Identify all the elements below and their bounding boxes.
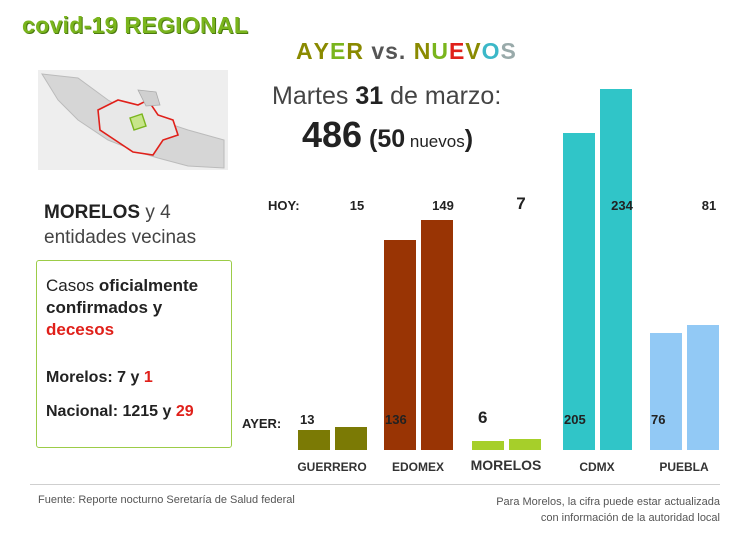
cases-bold: oficialmente confirmados y bbox=[46, 276, 199, 317]
bar-ayer-guerrero bbox=[297, 429, 330, 450]
hoy-label: HOY: bbox=[268, 198, 300, 213]
region-text2: entidades vecinas bbox=[44, 227, 197, 248]
paren-open: ( bbox=[362, 125, 378, 153]
subtitle-letter: . bbox=[398, 38, 407, 64]
mexico-map-icon bbox=[38, 70, 228, 170]
region-state: MORELOS bbox=[44, 202, 141, 223]
morelos-label: Morelos: 7 y bbox=[46, 369, 144, 386]
category-label-cdmx: CDMX bbox=[579, 460, 615, 474]
bar-ayer-edomex bbox=[383, 239, 416, 450]
bar-hoy-cdmx bbox=[599, 88, 632, 450]
category-label-puebla: PUEBLA bbox=[659, 460, 709, 474]
subtitle: AYER vs. NUEVOS bbox=[296, 38, 517, 65]
subtitle-letter: A bbox=[296, 38, 314, 64]
new-cases-label: nuevos bbox=[405, 132, 465, 151]
subtitle-letter: V bbox=[465, 38, 482, 64]
cases-description: Casos oficialmente confirmados y decesos bbox=[46, 275, 226, 341]
bar-chart: 15 13 GUERRERO 149 136 EDOMEX 7 6 MORELOS 234 205 C… bbox=[297, 88, 719, 474]
subtitle-letter: N bbox=[413, 38, 432, 64]
bar-ayer-morelos bbox=[471, 440, 504, 450]
category-label-edomex: EDOMEX bbox=[391, 460, 444, 474]
region-text1: y 4 bbox=[140, 202, 171, 223]
nacional-deaths: 29 bbox=[175, 403, 194, 420]
total-cases: 486 (50 nuevos) bbox=[302, 114, 473, 156]
total-number: 486 bbox=[302, 114, 363, 155]
category-label-guerrero: GUERRERO bbox=[297, 460, 367, 474]
bar-ayer-cdmx bbox=[562, 133, 595, 450]
morelos-row: Morelos: 7 y 1 bbox=[46, 369, 153, 387]
bar-hoy-morelos bbox=[508, 439, 541, 450]
morelos-deaths: 1 bbox=[143, 369, 153, 386]
ayer-value-puebla: 76 bbox=[651, 412, 666, 427]
ayer-value-edomex: 136 bbox=[385, 412, 407, 427]
bar-hoy-guerrero bbox=[334, 426, 367, 450]
ayer-value-morelos: 6 bbox=[478, 408, 488, 427]
footer-divider bbox=[30, 484, 720, 485]
hoy-value-morelos: 7 bbox=[516, 194, 526, 213]
paren-close: ) bbox=[464, 125, 474, 153]
new-cases-number: 50 bbox=[377, 125, 406, 153]
bar-ayer-puebla bbox=[649, 332, 682, 450]
footer-note-line2: con información de la autoridad local bbox=[540, 512, 720, 524]
ayer-label: AYER: bbox=[242, 416, 282, 431]
footer-source: Fuente: Reporte nocturno Seretaría de Sa… bbox=[38, 494, 295, 506]
subtitle-letter: S bbox=[500, 38, 517, 64]
region-map bbox=[38, 70, 228, 170]
date-suffix: de marzo: bbox=[383, 82, 502, 110]
subtitle-letter: s bbox=[385, 38, 399, 64]
subtitle-letter: E bbox=[448, 38, 466, 64]
bar-hoy-puebla bbox=[686, 324, 719, 450]
cases-box: Casos oficialmente confirmados y decesos … bbox=[36, 260, 232, 448]
hoy-value-puebla: 81 bbox=[701, 198, 717, 213]
nacional-label: Nacional: 1215 y bbox=[46, 403, 176, 420]
ayer-value-cdmx: 205 bbox=[564, 412, 586, 427]
footer-note-line1: Para Morelos, la cifra puede estar actua… bbox=[496, 496, 720, 508]
subtitle-letter: O bbox=[481, 38, 501, 64]
deaths-label: decesos bbox=[46, 320, 115, 339]
footer-note: Para Morelos, la cifra puede estar actua… bbox=[420, 494, 720, 526]
subtitle-letter: E bbox=[329, 38, 347, 64]
hoy-value-guerrero: 15 bbox=[349, 198, 365, 213]
ayer-value-guerrero: 13 bbox=[300, 412, 315, 427]
subtitle-letter: Y bbox=[313, 38, 330, 64]
bar-hoy-edomex bbox=[420, 219, 453, 450]
date-prefix: Martes bbox=[272, 82, 356, 110]
subtitle-letter: v bbox=[371, 38, 386, 64]
date-line: Martes 31 de marzo: bbox=[272, 82, 501, 111]
region-text: MORELOS y 4 entidades vecinas bbox=[44, 200, 244, 250]
subtitle-letter: R bbox=[346, 38, 364, 64]
hoy-value-edomex: 149 bbox=[432, 198, 454, 213]
nacional-row: Nacional: 1215 y 29 bbox=[46, 403, 194, 421]
page-title: covid-19 REGIONAL bbox=[22, 12, 249, 38]
category-label-morelos: MORELOS bbox=[470, 457, 542, 473]
cases-prefix: Casos bbox=[46, 276, 99, 295]
hoy-value-cdmx: 234 bbox=[611, 198, 633, 213]
subtitle-letter: U bbox=[431, 38, 449, 64]
date-day: 31 bbox=[355, 82, 384, 110]
